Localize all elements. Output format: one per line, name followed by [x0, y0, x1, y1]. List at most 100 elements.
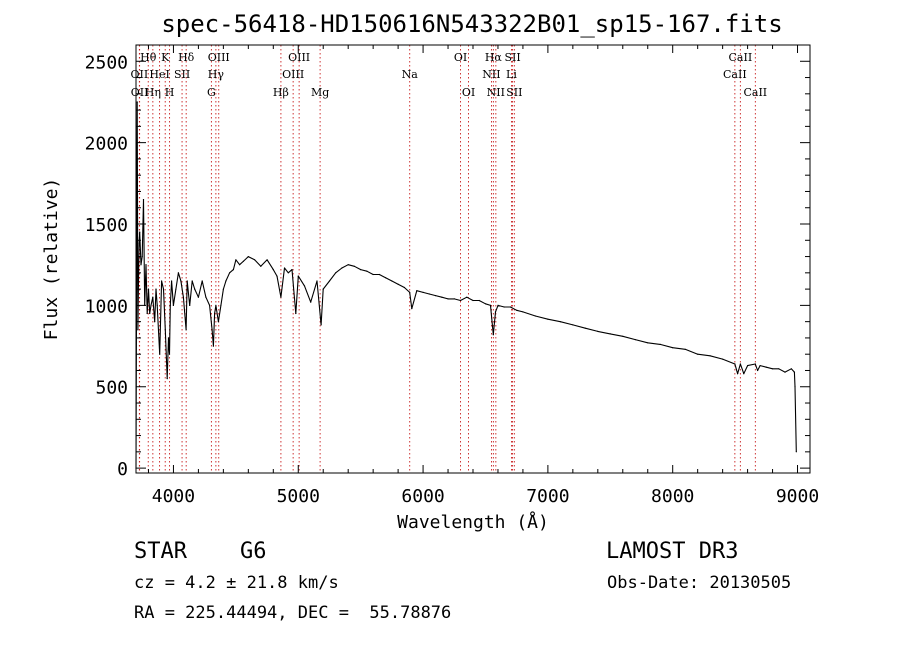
data-point-136: [793, 371, 796, 373]
data-point-116: [647, 342, 649, 344]
data-point-62: [283, 267, 286, 269]
y-tick-label-2000: 2000: [85, 134, 128, 155]
line-label-1: OII: [131, 86, 149, 99]
data-point-73: [335, 272, 337, 274]
data-point-128: [754, 363, 756, 365]
x-tick-label-8000: 8000: [651, 486, 694, 507]
series-layer: [135, 101, 797, 469]
data-point-54: [242, 260, 244, 262]
data-point-44: [214, 312, 216, 315]
line-label-26: CaII: [729, 51, 753, 64]
data-point-83: [397, 283, 399, 285]
data-point-75: [347, 264, 349, 266]
data-point-74: [341, 267, 343, 269]
line-label-25: CaII: [723, 68, 747, 81]
plot-frame: [135, 44, 811, 474]
data-point-79: [372, 273, 374, 276]
data-point-30: [177, 272, 179, 274]
data-point-76: [353, 265, 355, 267]
data-point-33: [185, 329, 187, 331]
data-point-17: [155, 288, 157, 290]
data-point-102: [497, 304, 499, 306]
line-label-3: Hη: [145, 86, 161, 99]
data-point-86: [411, 308, 413, 310]
object-class: STAR G6: [134, 539, 267, 564]
data-point-107: [534, 315, 537, 317]
data-point-31: [180, 280, 182, 282]
data-point-19: [159, 353, 161, 355]
line-label-18: OI: [462, 86, 475, 99]
data-point-11: [146, 312, 148, 315]
line-label-17: OI: [454, 51, 467, 64]
line-labels: OII OII Hθ Hη HeI K H SII Hδ G Hγ OIII Hβ OIII OIII Mg N…: [131, 51, 768, 99]
data-point-84: [403, 286, 405, 289]
data-point-93: [453, 298, 455, 300]
data-point-14: [150, 304, 152, 306]
data-point-97: [478, 299, 480, 302]
data-point-35: [189, 304, 191, 306]
data-point-61: [280, 296, 282, 298]
line-label-27: CaII: [743, 86, 767, 99]
data-point-113: [609, 333, 611, 335]
data-point-36: [191, 280, 193, 282]
data-point-87: [416, 290, 418, 292]
data-point-32: [182, 296, 184, 298]
data-point-118: [672, 347, 674, 349]
data-point-106: [522, 311, 524, 313]
data-point-39: [201, 280, 203, 282]
data-point-78: [366, 270, 368, 272]
data-point-98: [484, 303, 487, 305]
data-point-63: [287, 272, 289, 274]
data-point-82: [391, 280, 393, 282]
data-point-115: [634, 339, 636, 341]
data-point-46: [217, 321, 219, 323]
line-label-4: HeI: [149, 68, 169, 81]
data-point-38: [197, 296, 199, 298]
y-tick-label-0: 0: [117, 459, 128, 480]
data-point-94: [459, 299, 462, 302]
line-label-7: SII: [174, 68, 190, 81]
data-point-71: [322, 288, 324, 290]
data-point-124: [737, 373, 739, 375]
data-point-15: [152, 296, 154, 298]
data-point-137: [794, 386, 796, 388]
data-point-52: [235, 259, 237, 261]
data-point-85: [409, 291, 411, 293]
flux-series-line: [135, 101, 797, 469]
data-point-88: [422, 291, 424, 293]
data-point-40: [205, 296, 207, 298]
data-point-57: [260, 265, 262, 267]
data-point-138: [795, 451, 797, 453]
data-point-5: [139, 231, 141, 233]
data-point-25: [168, 353, 171, 355]
data-point-64: [291, 269, 293, 271]
line-label-19: NII: [482, 68, 500, 81]
x-tick-label-6000: 6000: [401, 486, 444, 507]
data-point-119: [684, 348, 686, 350]
y-tick-label-2500: 2500: [85, 52, 128, 73]
data-point-101: [494, 311, 497, 313]
data-point-55: [247, 256, 249, 258]
data-point-65: [295, 312, 297, 315]
line-label-22: Li: [506, 68, 517, 81]
data-point-90: [435, 295, 437, 297]
line-label-23: SII: [504, 51, 520, 64]
data-point-135: [790, 368, 792, 370]
line-label-16: Na: [402, 68, 419, 81]
data-point-112: [597, 330, 599, 332]
line-label-2: Hθ: [140, 51, 157, 64]
data-point-27: [171, 280, 173, 282]
data-point-96: [472, 299, 474, 302]
data-point-100: [492, 334, 494, 336]
spectral-line-markers: [138, 45, 756, 473]
line-label-12: Hβ: [273, 86, 289, 99]
data-point-77: [360, 269, 362, 271]
data-point-80: [378, 273, 380, 276]
data-point-66: [297, 275, 299, 277]
data-point-91: [441, 296, 443, 298]
survey-name: LAMOST DR3: [606, 539, 739, 564]
data-point-43: [212, 345, 214, 347]
line-label-0: OII: [131, 68, 149, 81]
y-axis-label: Flux (relative): [41, 178, 62, 341]
x-axis-label: Wavelength (Å): [397, 511, 549, 533]
